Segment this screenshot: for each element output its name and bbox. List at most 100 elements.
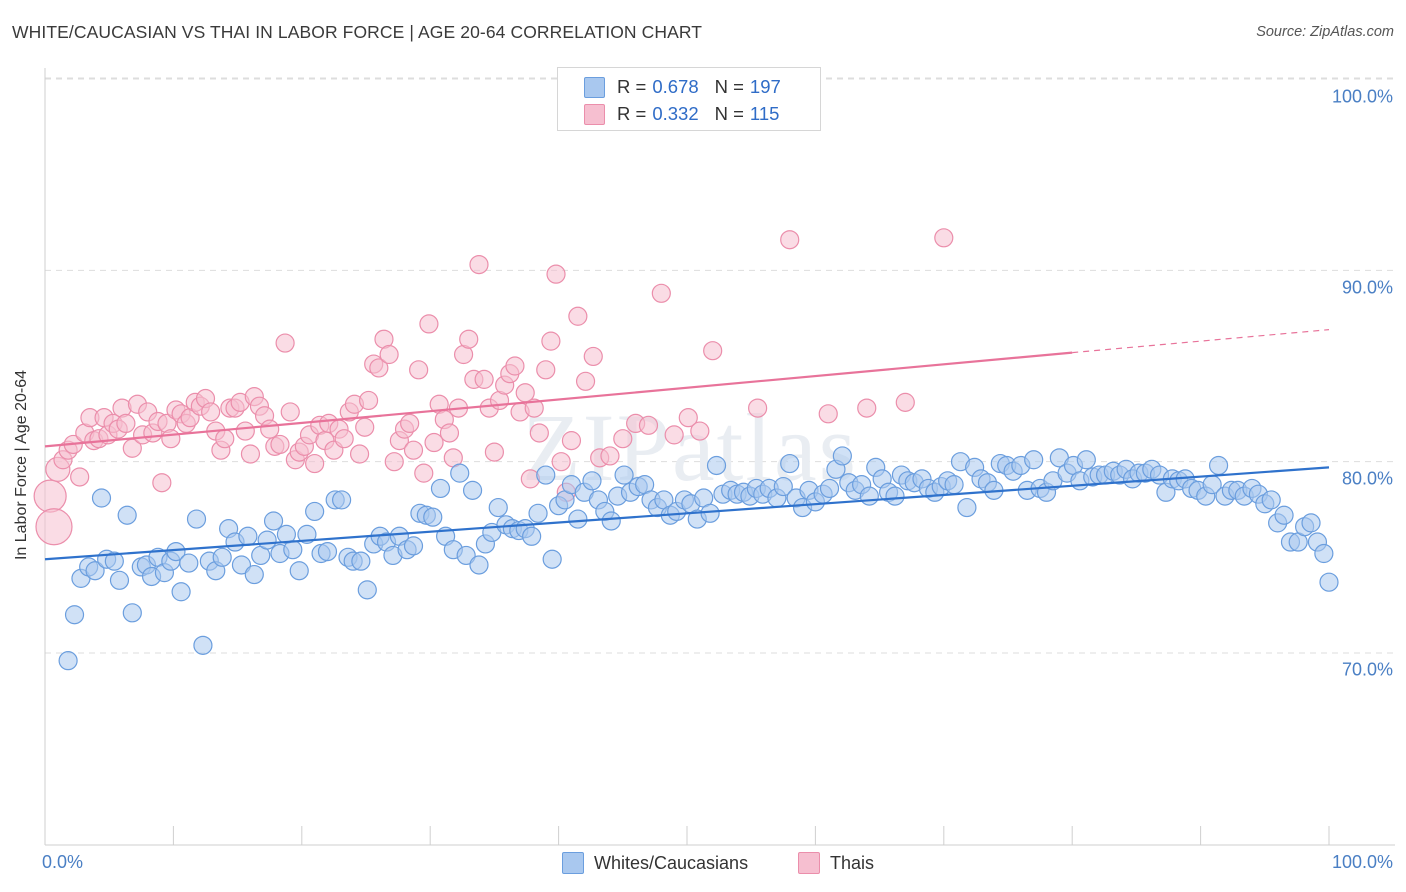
thais-point <box>895 392 915 412</box>
r-value: 0.332 <box>652 103 699 124</box>
thais-point <box>414 463 434 483</box>
r-label: R = <box>617 103 647 124</box>
axes <box>44 68 1395 846</box>
whites-point <box>582 471 602 491</box>
thais-point <box>240 444 261 464</box>
thais-point <box>529 423 549 443</box>
thais-point <box>536 360 556 380</box>
thais-point <box>384 452 404 472</box>
whites-point <box>488 497 508 518</box>
whites-points <box>58 446 1339 671</box>
thais-point <box>651 283 671 303</box>
thais-point <box>748 398 768 418</box>
thais-point <box>358 390 379 411</box>
whites-point <box>263 511 284 531</box>
thais-point <box>703 341 723 361</box>
whites-point <box>332 490 352 510</box>
whites-point <box>122 603 142 623</box>
thais-point <box>215 429 235 449</box>
thais-point <box>116 413 136 433</box>
pink-swatch <box>798 852 820 874</box>
blue-swatch <box>584 76 605 98</box>
thais-point <box>505 356 525 376</box>
thais-point <box>561 431 582 451</box>
whites-point <box>1024 450 1044 470</box>
thais-point <box>439 423 460 443</box>
whites-point <box>1076 450 1096 470</box>
r-label: R = <box>617 76 647 97</box>
thais-point <box>379 344 399 365</box>
whites-point <box>1261 490 1281 510</box>
thais-point <box>161 429 181 449</box>
thais-point <box>334 429 354 449</box>
chart-title: WHITE/CAUCASIAN VS THAI IN LABOR FORCE |… <box>12 22 703 42</box>
thais-point <box>409 360 429 380</box>
whites-point <box>450 463 470 483</box>
whites-point <box>1314 543 1334 564</box>
thais-points <box>33 228 954 546</box>
whites-point <box>780 453 800 474</box>
whites-point <box>885 486 905 506</box>
thais-point <box>369 358 389 378</box>
whites-point <box>117 505 137 525</box>
thais-trend-extension <box>1072 329 1330 354</box>
stats-legend: R = 0.678 N = 197 R = 0.332 N = 115 <box>557 67 821 131</box>
n-value: 197 <box>749 76 781 97</box>
legend-row-whites: R = 0.678 N = 197 <box>584 75 781 99</box>
whites-point <box>297 524 317 544</box>
whites-point <box>568 509 588 529</box>
whites-point <box>244 564 264 585</box>
whites-point <box>528 503 548 523</box>
whites-point <box>186 509 207 529</box>
thais-point <box>35 508 73 546</box>
thais-point <box>575 371 596 391</box>
whites-point <box>859 486 879 506</box>
thais-point <box>546 264 566 284</box>
whites-point <box>1208 455 1229 476</box>
thais-point <box>583 346 603 367</box>
trend-lines <box>44 329 1330 561</box>
thais-point <box>551 452 571 472</box>
n-value: 115 <box>749 103 780 124</box>
whites-point <box>1274 505 1294 525</box>
whites-point <box>819 478 840 499</box>
thais-point <box>780 230 800 250</box>
thais-point <box>484 442 504 462</box>
whites-point <box>257 530 277 550</box>
whites-point <box>601 511 621 531</box>
blue-swatch <box>562 852 584 874</box>
y-tick-label: 90.0% <box>1341 277 1393 298</box>
whites-point <box>536 465 556 485</box>
legend-label: Thais <box>830 852 875 873</box>
whites-point <box>423 507 443 527</box>
whites-point <box>193 635 213 655</box>
whites-point <box>522 526 542 546</box>
thais-point <box>403 440 424 460</box>
whites-point <box>179 553 199 573</box>
thais-point <box>270 434 290 455</box>
whites-point <box>171 582 191 602</box>
whites-point <box>64 605 85 625</box>
x-tick-label: 100.0% <box>1331 852 1393 872</box>
thais-point <box>613 429 633 449</box>
thais-point <box>469 254 489 275</box>
whites-point <box>542 549 562 569</box>
whites-trend-line <box>44 466 1330 561</box>
whites-point <box>469 555 489 575</box>
thais-point <box>355 417 375 437</box>
whites-point <box>58 651 78 671</box>
thais-point <box>201 402 221 422</box>
thais-point <box>459 329 479 349</box>
whites-point <box>957 497 977 518</box>
whites-point <box>403 536 424 556</box>
whites-point <box>317 541 338 562</box>
whites-point <box>305 501 325 522</box>
thais-point <box>474 369 494 389</box>
whites-point <box>231 555 252 575</box>
thais-point <box>541 331 561 351</box>
whites-point <box>91 488 112 508</box>
y-tick-label: 80.0% <box>1341 468 1393 489</box>
whites-point <box>351 551 371 571</box>
n-label: N = <box>714 103 744 124</box>
